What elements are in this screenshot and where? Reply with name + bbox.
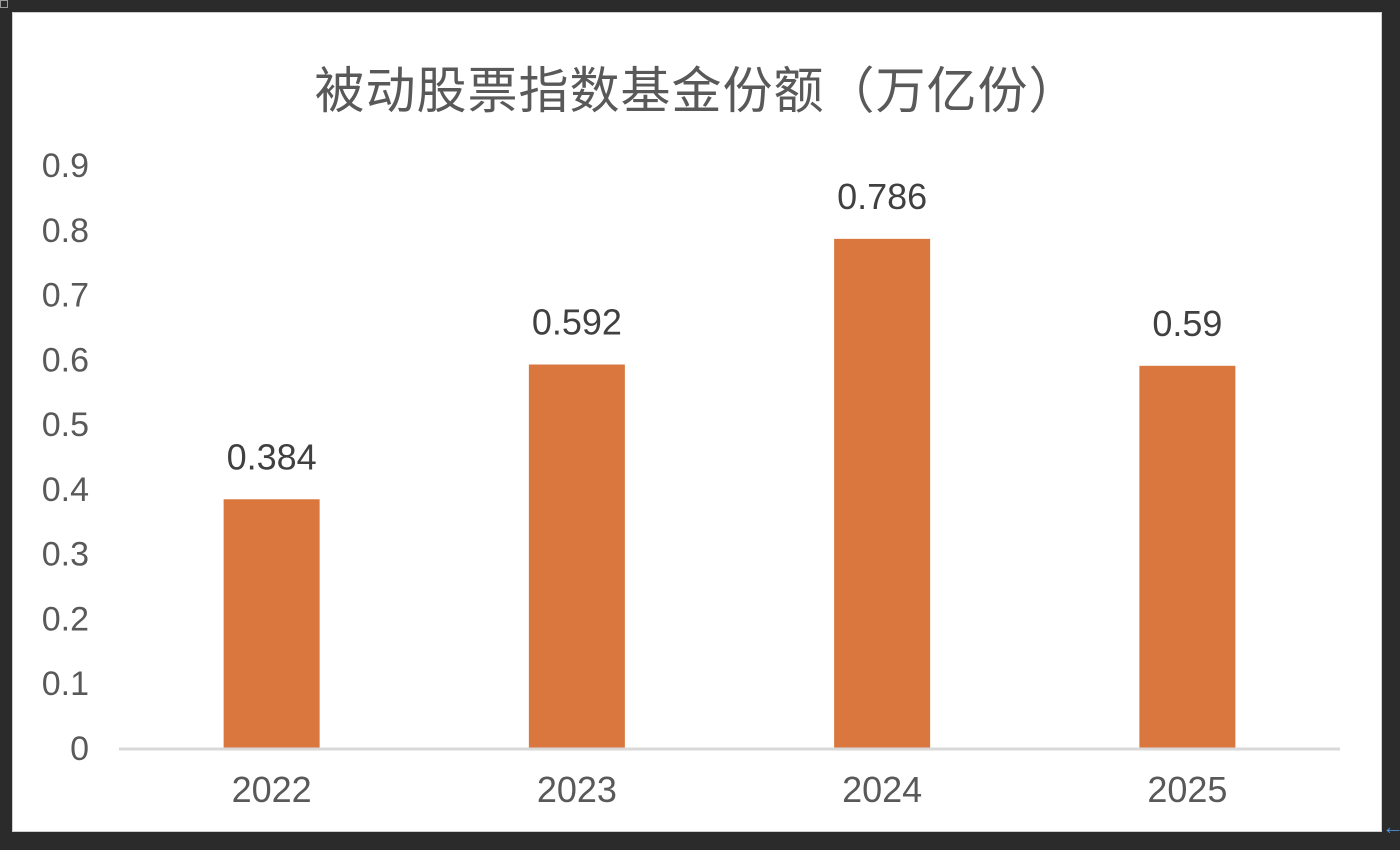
y-tick-label: 0.9: [42, 147, 89, 185]
data-label: 0.592: [532, 302, 622, 343]
y-tick-label: 0.7: [42, 277, 89, 315]
chart-title: 被动股票指数基金份额（万亿份）: [314, 63, 1080, 119]
chart-frame: 被动股票指数基金份额（万亿份） 0 0.1 0.2 0.3 0.4 0.5 0.6 0.7 0.…: [12, 12, 1382, 832]
y-tick-label: 0.6: [42, 341, 89, 379]
bar-chart: 0 0.1 0.2 0.3 0.4 0.5 0.6 0.7 0.8 0.9 0.384 2022 0.5…: [42, 147, 1340, 810]
data-label: 0.786: [837, 176, 927, 217]
data-label: 0.384: [227, 436, 317, 477]
y-tick-label: 0.4: [42, 471, 89, 509]
y-tick-label: 0.3: [42, 536, 89, 574]
y-tick-label: 0.2: [42, 600, 89, 638]
x-tick-label: 2022: [232, 769, 312, 810]
bar-2025: [1139, 365, 1236, 748]
x-tick-label: 2024: [842, 769, 922, 810]
bar-2024: [834, 238, 931, 748]
y-tick-label: 0.5: [42, 406, 89, 444]
data-label: 0.59: [1152, 303, 1222, 344]
resize-arrow-icon[interactable]: ←: [1382, 814, 1400, 839]
x-tick-label: 2023: [537, 769, 617, 810]
y-tick-label: 0.1: [42, 665, 89, 703]
y-tick-label: 0: [70, 730, 89, 768]
y-tick-label: 0.8: [42, 212, 89, 250]
window-corner-marker: [0, 0, 8, 8]
bar-2022: [223, 499, 320, 748]
bar-2023: [528, 364, 625, 748]
x-tick-label: 2025: [1147, 769, 1227, 810]
